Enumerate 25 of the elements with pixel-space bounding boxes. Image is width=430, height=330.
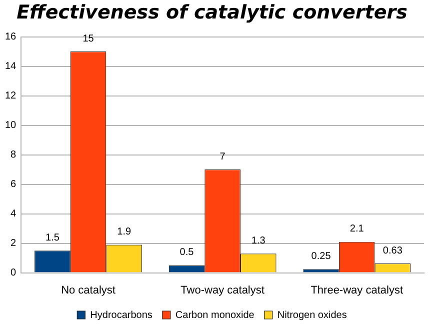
legend-label: Nitrogen oxides	[277, 310, 347, 321]
data-label: 2.1	[350, 224, 364, 235]
y-tick-label: 14	[5, 61, 17, 72]
y-tick-label: 16	[5, 32, 17, 43]
x-tick-label: No catalyst	[61, 284, 116, 296]
y-tick-label: 0	[10, 268, 17, 279]
data-label: 0.5	[180, 247, 194, 258]
data-label: 7	[220, 151, 226, 162]
data-label: 0.25	[311, 250, 332, 262]
y-tick-label: 8	[10, 150, 17, 161]
data-label: 0.63	[382, 245, 403, 256]
x-tick-label: Two-way catalyst	[180, 284, 264, 296]
data-label: 1.5	[46, 232, 60, 244]
chart-title: Effectiveness of catalytic converters	[16, 1, 408, 24]
y-tick-label: 4	[10, 208, 17, 220]
y-tick-label: 12	[5, 90, 17, 102]
data-label: 1.9	[117, 226, 132, 238]
data-label: 15	[82, 33, 94, 44]
data-label: 1.3	[251, 235, 266, 246]
y-tick-label: 2	[10, 238, 17, 250]
y-tick-label: 6	[10, 179, 17, 190]
legend-label: Hydrocarbons	[90, 310, 152, 321]
legend-label: Carbon monoxide	[175, 310, 255, 321]
x-tick-label: Three-way catalyst	[310, 284, 404, 296]
y-tick-label: 10	[5, 120, 17, 132]
